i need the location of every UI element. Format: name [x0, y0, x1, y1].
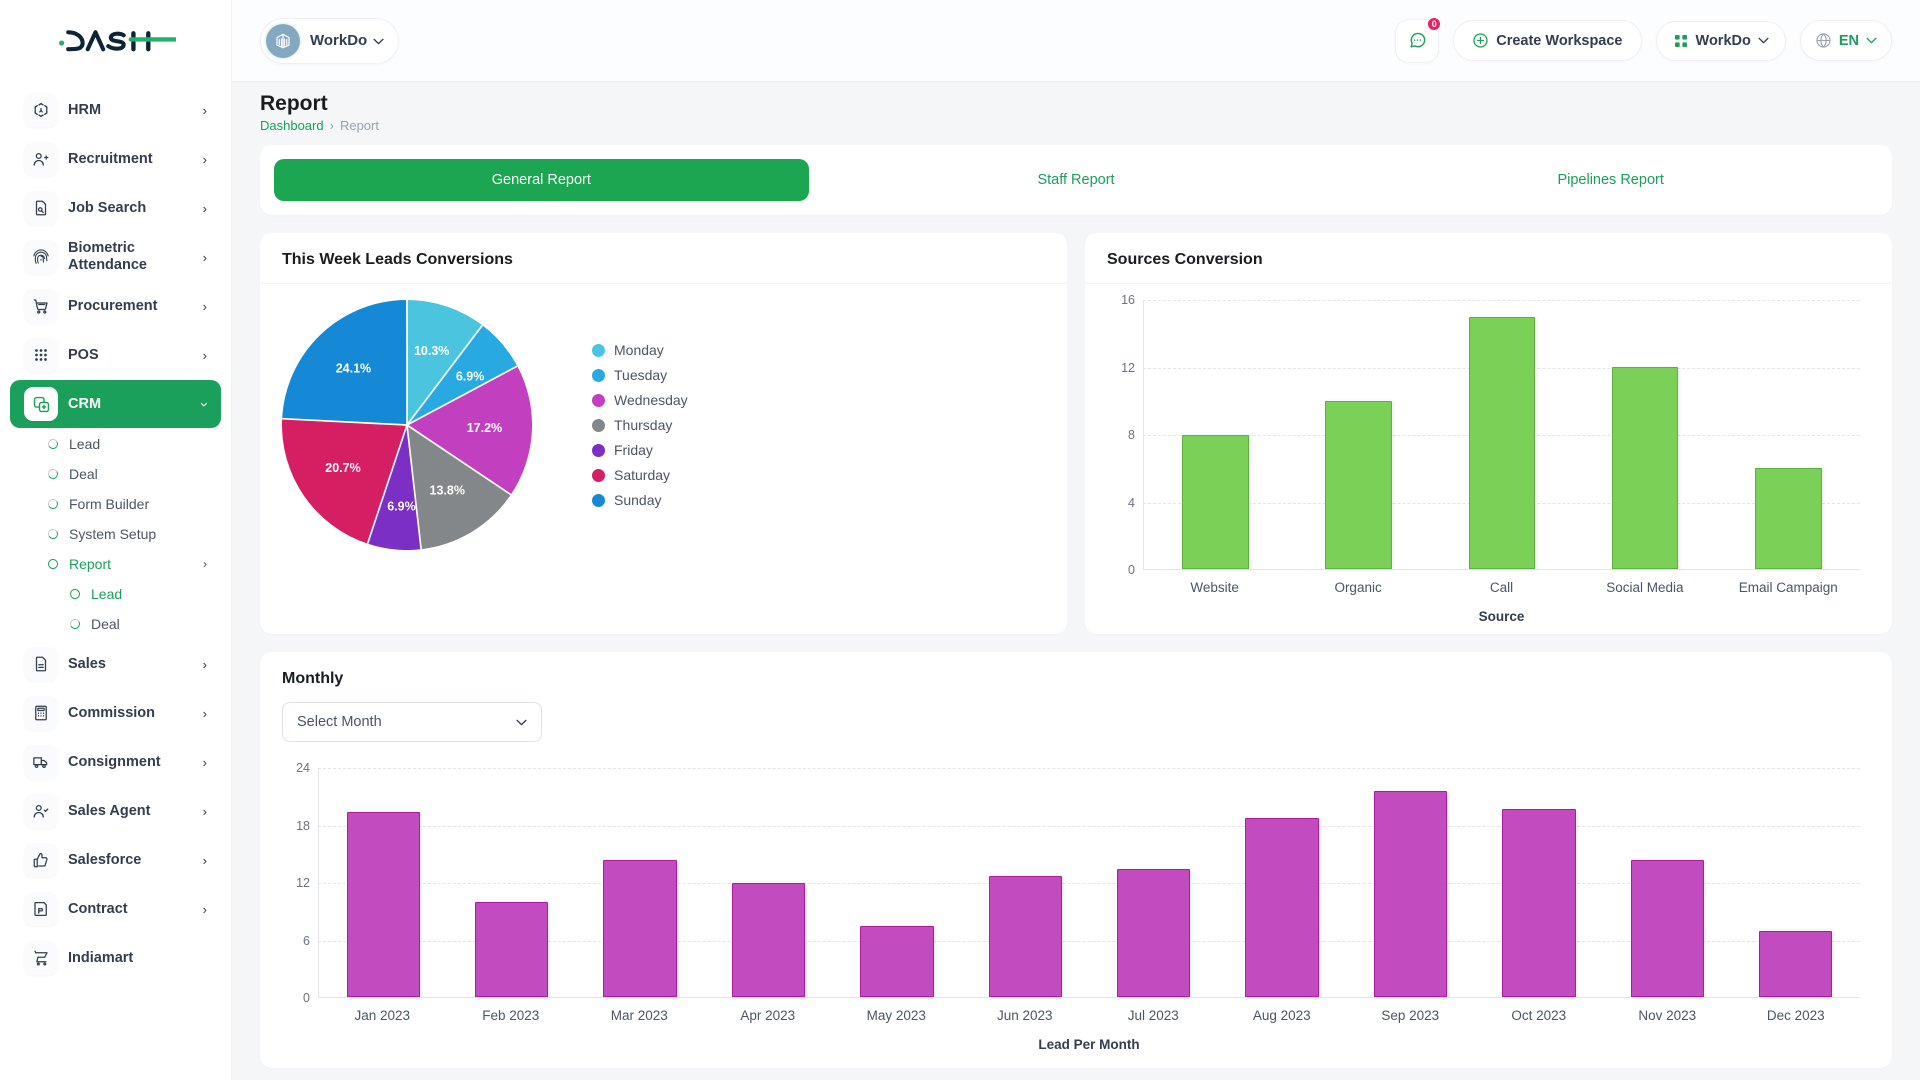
svg-text:17.2%: 17.2%	[467, 421, 502, 435]
svg-text:20.7%: 20.7%	[325, 461, 360, 475]
svg-text:24.1%: 24.1%	[336, 361, 371, 375]
svg-text:6.9%: 6.9%	[387, 499, 416, 513]
svg-text:6.9%: 6.9%	[456, 369, 485, 383]
svg-text:13.8%: 13.8%	[430, 483, 465, 497]
svg-text:10.3%: 10.3%	[414, 344, 449, 358]
